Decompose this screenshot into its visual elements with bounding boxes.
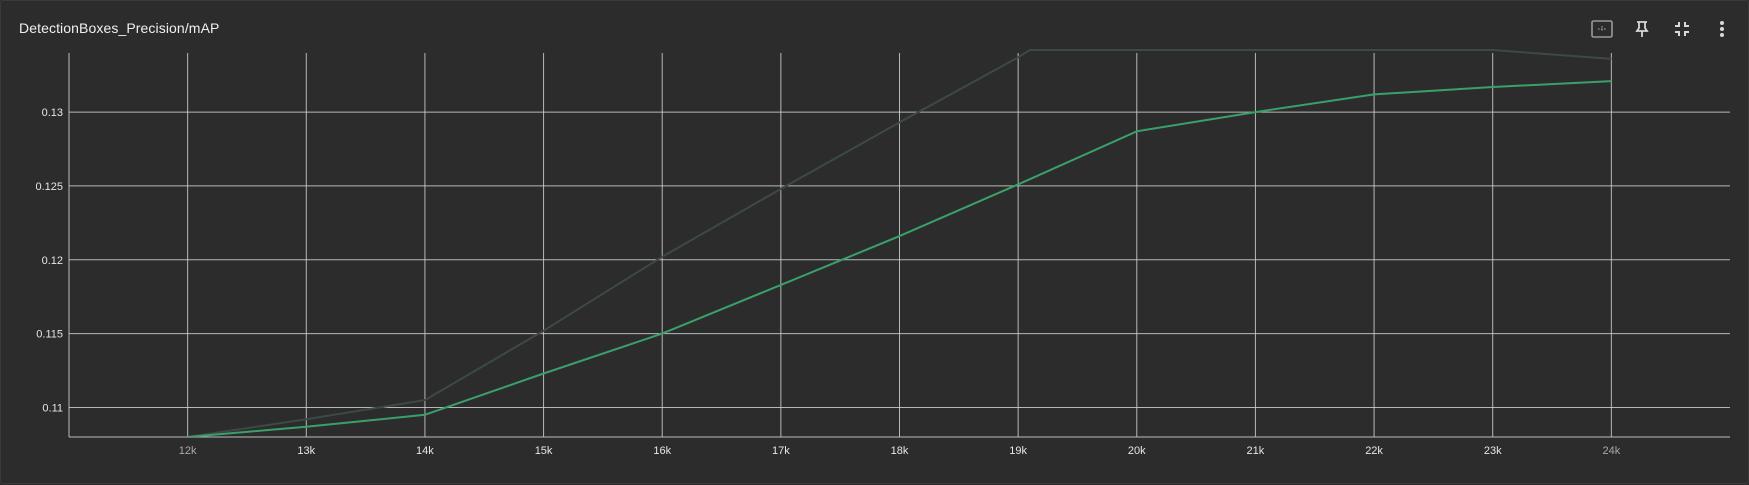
- more-options-button[interactable]: [1710, 17, 1734, 41]
- pin-icon: [1635, 21, 1649, 37]
- series-line-main: [187, 80, 1612, 437]
- series-line-ghost: [187, 49, 1612, 437]
- y-tick-label: 0.115: [36, 329, 63, 341]
- x-tick-label: 19k: [1009, 445, 1027, 457]
- card-toolbar: [1590, 17, 1734, 41]
- x-tick-label: 13k: [297, 445, 315, 457]
- x-tick-label: 17k: [772, 445, 790, 457]
- collapse-button[interactable]: [1670, 17, 1694, 41]
- more-vert-icon: [1720, 21, 1724, 37]
- y-tick-label: 0.12: [42, 255, 63, 267]
- x-tick-label: 23k: [1484, 445, 1502, 457]
- x-tick-label: 18k: [891, 445, 909, 457]
- x-tick-label: 15k: [535, 445, 553, 457]
- y-tick-label: 0.11: [42, 402, 63, 414]
- x-tick-label: 12k: [179, 445, 197, 457]
- fit-domain-icon: [1591, 20, 1613, 38]
- x-tick-label: 16k: [653, 445, 671, 457]
- pin-button[interactable]: [1630, 17, 1654, 41]
- y-tick-label: 0.13: [42, 107, 63, 119]
- x-tick-label: 24k: [1602, 445, 1620, 457]
- x-tick-label: 20k: [1128, 445, 1146, 457]
- chart-title: DetectionBoxes_Precision/mAP: [19, 20, 220, 36]
- fit-domain-button[interactable]: [1590, 17, 1614, 41]
- x-tick-label: 22k: [1365, 445, 1383, 457]
- y-tick-label: 0.125: [35, 181, 63, 193]
- collapse-icon: [1675, 22, 1689, 36]
- x-tick-label: 21k: [1247, 445, 1265, 457]
- x-tick-label: 14k: [416, 445, 434, 457]
